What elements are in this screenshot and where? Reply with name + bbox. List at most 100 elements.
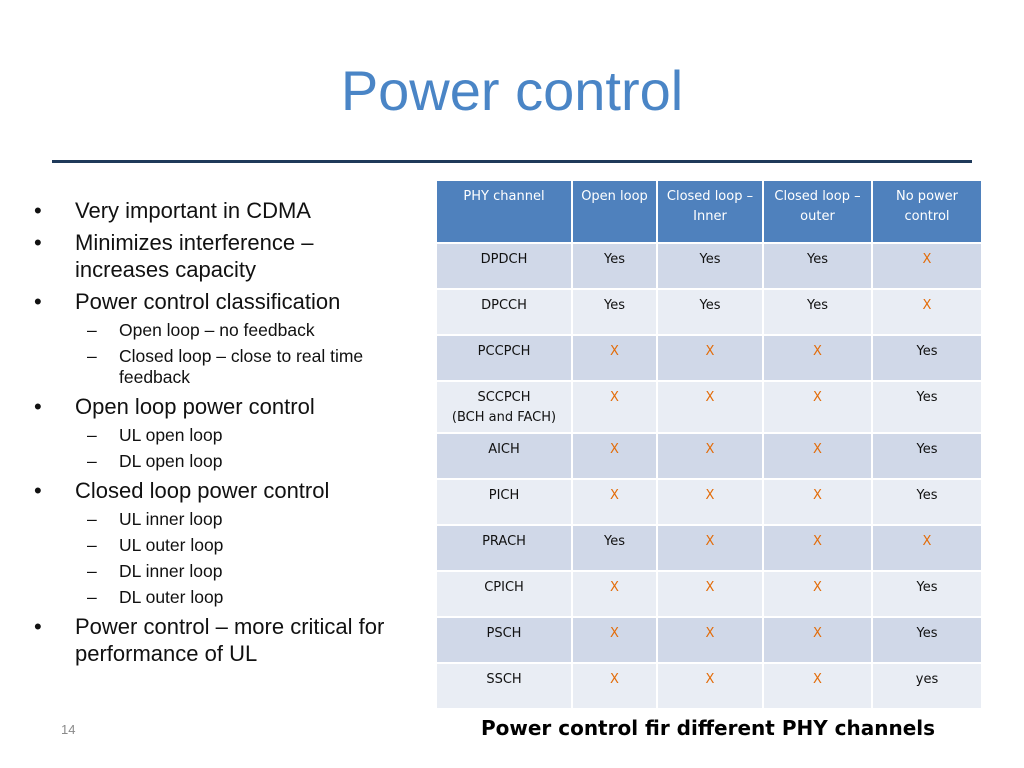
sub-bullet-item: DL outer loop	[75, 587, 412, 608]
table-row: SCCPCH (BCH and FACH) X X X Yes	[435, 380, 983, 434]
channel-cell: PICH	[435, 478, 573, 526]
table-body: DPDCH Yes Yes Yes X DPCCH Yes Yes Yes X PCCPCH X X X Y…	[435, 242, 983, 710]
table-row: PRACH Yes X X X	[435, 524, 983, 572]
value-cell: X	[871, 288, 983, 336]
value-cell: X	[571, 380, 658, 434]
channel-cell: PCCPCH	[435, 334, 573, 382]
sub-bullet-list: UL open loop DL open loop	[75, 425, 412, 472]
sub-bullet-list: Open loop – no feedback Closed loop – clo…	[75, 320, 412, 388]
table-row: PSCH X X X Yes	[435, 616, 983, 664]
bullet-item: Open loop power control UL open loop DL op…	[32, 393, 412, 472]
bullet-item: Power control classification Open loop – …	[32, 288, 412, 388]
value-cell: X	[656, 334, 764, 382]
value-cell: X	[571, 478, 658, 526]
channel-cell: DPDCH	[435, 242, 573, 290]
value-cell: X	[571, 334, 658, 382]
value-cell: X	[762, 524, 873, 572]
sub-bullet-item: UL outer loop	[75, 535, 412, 556]
table-row: AICH X X X Yes	[435, 432, 983, 480]
bullet-text: Power control – more critical for perfor…	[75, 614, 385, 666]
channel-name: PCCPCH	[477, 344, 531, 359]
sub-bullet-item: UL inner loop	[75, 509, 412, 530]
value-cell: X	[762, 616, 873, 664]
value-cell: Yes	[571, 242, 658, 290]
value-cell: X	[871, 242, 983, 290]
value-cell: Yes	[656, 288, 764, 336]
value-cell: Yes	[871, 380, 983, 434]
header-open-loop: Open loop	[571, 179, 658, 244]
value-cell: X	[762, 380, 873, 434]
header-phy-channel: PHY channel	[435, 179, 573, 244]
table-row: CPICH X X X Yes	[435, 570, 983, 618]
title-divider	[52, 160, 972, 163]
bullet-item: Very important in CDMA	[32, 197, 412, 224]
sub-bullet-item: DL open loop	[75, 451, 412, 472]
channel-name: DPCCH	[481, 298, 527, 313]
channel-name: SSCH	[486, 672, 522, 687]
channel-cell: SCCPCH (BCH and FACH)	[435, 380, 573, 434]
channel-name: DPDCH	[480, 252, 528, 267]
sub-bullet-item: DL inner loop	[75, 561, 412, 582]
header-closed-loop-outer: Closed loop – outer	[762, 179, 873, 244]
bullet-item: Power control – more critical for perfor…	[32, 613, 412, 667]
channel-cell: PRACH	[435, 524, 573, 572]
value-cell: X	[656, 380, 764, 434]
channel-cell: CPICH	[435, 570, 573, 618]
channel-name: AICH	[488, 442, 520, 457]
value-cell: Yes	[656, 242, 764, 290]
value-cell: X	[656, 478, 764, 526]
value-cell: X	[762, 570, 873, 618]
value-cell: X	[871, 524, 983, 572]
value-cell: X	[571, 662, 658, 710]
value-cell: X	[571, 616, 658, 664]
table-row: DPDCH Yes Yes Yes X	[435, 242, 983, 290]
bullet-text: Open loop power control	[75, 394, 315, 419]
value-cell: X	[762, 334, 873, 382]
slide-number: 14	[61, 722, 76, 737]
slide-title: Power control	[340, 59, 684, 122]
table-row: DPCCH Yes Yes Yes X	[435, 288, 983, 336]
bullet-item: Closed loop power control UL inner loop UL…	[32, 477, 412, 608]
power-control-table: PHY channel Open loop Closed loop – Inne…	[435, 179, 983, 710]
value-cell: Yes	[871, 570, 983, 618]
value-cell: Yes	[871, 334, 983, 382]
value-cell: X	[571, 570, 658, 618]
table-header-row: PHY channel Open loop Closed loop – Inne…	[435, 179, 983, 244]
table-caption: Power control fir different PHY channels	[480, 716, 936, 740]
bullet-list: Very important in CDMA Minimizes interfer…	[32, 192, 412, 667]
bullet-text: Very important in CDMA	[75, 198, 311, 223]
value-cell: X	[571, 432, 658, 480]
table-row: PICH X X X Yes	[435, 478, 983, 526]
channel-name: PRACH	[482, 534, 526, 549]
value-cell: X	[762, 478, 873, 526]
value-cell: Yes	[571, 524, 658, 572]
value-cell: X	[656, 570, 764, 618]
value-cell: X	[656, 432, 764, 480]
value-cell: X	[656, 662, 764, 710]
channel-name: PICH	[488, 488, 520, 503]
value-cell: Yes	[871, 478, 983, 526]
channel-cell: SSCH	[435, 662, 573, 710]
header-closed-loop-inner: Closed loop – Inner	[656, 179, 764, 244]
header-no-power-control: No power control	[871, 179, 983, 244]
value-cell: Yes	[762, 288, 873, 336]
bullet-text: Minimizes interference – increases capac…	[75, 230, 314, 282]
channel-cell: DPCCH	[435, 288, 573, 336]
channel-name: PSCH	[486, 626, 522, 641]
sub-bullet-item: Open loop – no feedback	[75, 320, 412, 341]
value-cell: Yes	[871, 616, 983, 664]
table-row: PCCPCH X X X Yes	[435, 334, 983, 382]
value-cell: Yes	[871, 432, 983, 480]
value-cell: X	[656, 616, 764, 664]
channel-name: SCCPCH	[477, 390, 531, 405]
channel-cell: PSCH	[435, 616, 573, 664]
bullet-text: Closed loop power control	[75, 478, 330, 503]
bullet-item: Minimizes interference – increases capac…	[32, 229, 412, 283]
channel-subtitle: (BCH and FACH)	[451, 410, 557, 425]
value-cell: X	[762, 662, 873, 710]
bullet-text: Power control classification	[75, 289, 341, 314]
sub-bullet-item: UL open loop	[75, 425, 412, 446]
channel-name: CPICH	[484, 580, 524, 595]
channel-cell: AICH	[435, 432, 573, 480]
